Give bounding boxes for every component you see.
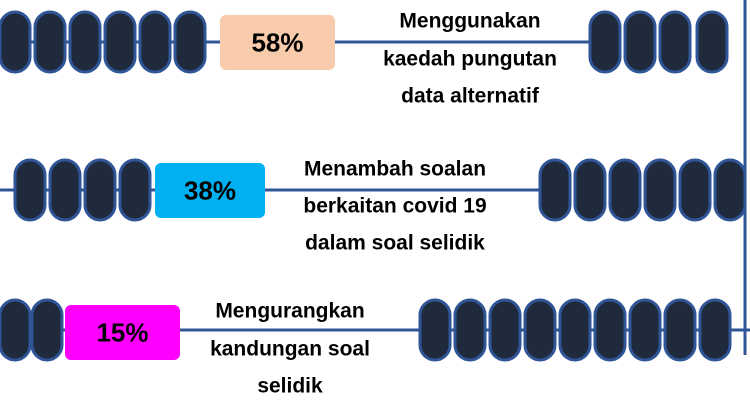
capsule — [678, 158, 712, 222]
label-bg — [300, 155, 490, 185]
label-line: kandungan soal — [210, 338, 370, 361]
capsule — [453, 298, 487, 362]
capsule — [418, 298, 452, 362]
capsule — [33, 10, 67, 74]
label-line: Menggunakan — [399, 10, 540, 33]
label-bg — [375, 45, 565, 75]
capsule — [608, 158, 642, 222]
capsule — [13, 158, 47, 222]
capsule — [0, 10, 32, 74]
capsule — [588, 10, 622, 74]
percent-box — [220, 15, 335, 70]
capsule — [30, 298, 64, 362]
capsule — [663, 298, 697, 362]
percent-value: 58% — [251, 27, 303, 57]
capsule — [593, 298, 627, 362]
label-line: data alternatif — [401, 85, 540, 108]
label-bg — [195, 372, 385, 400]
capsule — [48, 158, 82, 222]
label-bg — [195, 335, 385, 365]
label-bg — [300, 229, 490, 259]
percent-value: 15% — [96, 317, 148, 347]
percent-box — [65, 305, 180, 360]
capsule — [573, 158, 607, 222]
capsule — [68, 10, 102, 74]
capsule — [118, 158, 152, 222]
label-line: Mengurangkan — [215, 300, 364, 323]
label-line: dalam soal selidik — [305, 232, 485, 255]
capsule — [138, 10, 172, 74]
capsule — [103, 10, 137, 74]
capsule — [695, 10, 729, 74]
label-line: berkaitan covid 19 — [303, 195, 486, 218]
label-line: Menambah soalan — [304, 158, 486, 181]
capsule — [83, 158, 117, 222]
capsule — [523, 298, 557, 362]
capsule — [698, 298, 732, 362]
capsule — [658, 10, 692, 74]
label-line: selidik — [257, 375, 323, 398]
capsule — [0, 298, 32, 362]
percent-box — [155, 163, 265, 218]
label-line: kaedah pungutan — [383, 48, 557, 71]
capsule — [538, 158, 572, 222]
label-bg — [375, 7, 565, 37]
capsule — [173, 10, 207, 74]
percent-value: 38% — [184, 175, 236, 205]
label-bg — [300, 192, 490, 222]
capsule — [488, 298, 522, 362]
label-bg — [375, 82, 565, 112]
capsule — [558, 298, 592, 362]
label-bg — [195, 297, 385, 327]
capsule — [628, 298, 662, 362]
capsule — [623, 10, 657, 74]
capsule — [713, 158, 747, 222]
capsule — [643, 158, 677, 222]
